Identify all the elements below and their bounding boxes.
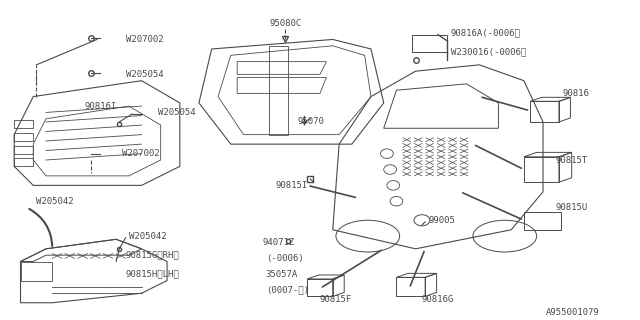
Text: 95070: 95070 [298, 117, 324, 126]
Text: W230016(-0006〉: W230016(-0006〉 [451, 48, 526, 57]
Text: 90815T: 90815T [556, 156, 588, 164]
Text: (0007-〉): (0007-〉) [266, 285, 309, 295]
Text: (-0006): (-0006) [266, 254, 303, 263]
Text: 90816A(-0006〉: 90816A(-0006〉 [451, 28, 520, 38]
Text: W205042: W205042 [129, 232, 166, 241]
Text: 99005: 99005 [428, 216, 455, 225]
Text: 90815U: 90815U [556, 203, 588, 212]
Text: 90816: 90816 [562, 89, 589, 98]
Text: 90815F: 90815F [320, 295, 352, 304]
Text: 90816G: 90816G [422, 295, 454, 304]
Text: W207002: W207002 [125, 35, 163, 44]
Text: 95080C: 95080C [269, 19, 301, 28]
Text: W205054: W205054 [125, 70, 163, 79]
Text: 94071Z: 94071Z [262, 238, 295, 247]
Text: W205054: W205054 [157, 108, 195, 117]
Text: 90816I: 90816I [84, 101, 116, 111]
Text: W207002: W207002 [122, 149, 160, 158]
Text: 90815I: 90815I [275, 181, 308, 190]
Text: 90815H〈LH〉: 90815H〈LH〉 [125, 270, 179, 279]
Text: A955001079: A955001079 [546, 308, 600, 317]
Text: W205042: W205042 [36, 197, 74, 206]
Text: 90815G〈RH〉: 90815G〈RH〉 [125, 251, 179, 260]
Text: 35057A: 35057A [266, 270, 298, 279]
